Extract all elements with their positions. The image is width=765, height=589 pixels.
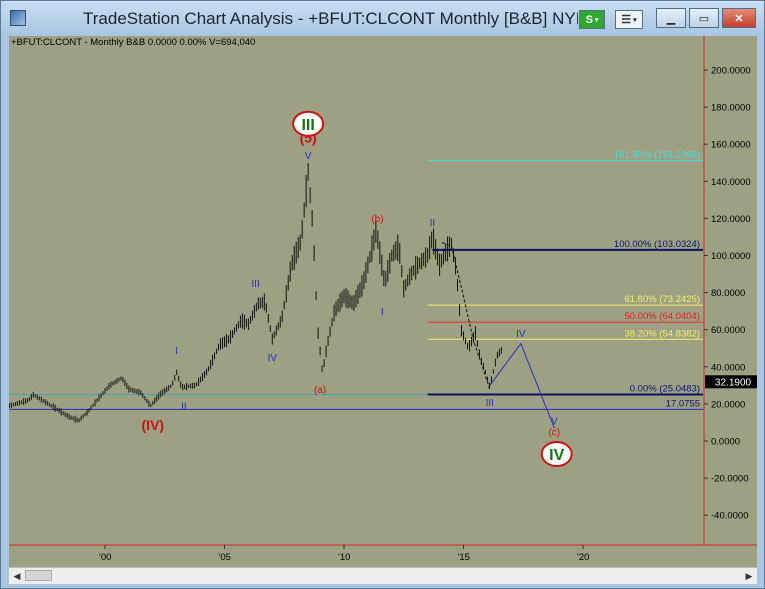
y-tick-label: 160.0000	[711, 140, 751, 151]
x-tick-label: '00	[99, 552, 111, 563]
chevron-down-icon: ▾	[594, 16, 599, 24]
last-price-label: 32.1900	[715, 377, 752, 388]
fib-level-label: 61.80% (73.2425)	[624, 294, 700, 305]
menu-button[interactable]: ☰ ▾	[615, 10, 643, 29]
maximize-button[interactable]: ▭	[689, 8, 719, 28]
y-tick-label: 100.0000	[711, 251, 751, 262]
circled-wave-label: IV	[549, 447, 564, 464]
wave-circle-marker	[540, 440, 573, 467]
study-value: 0.0000	[147, 37, 177, 48]
scroll-right-icon[interactable]: ▶	[745, 571, 753, 581]
study-pct: 0.00%	[179, 37, 207, 48]
wave-label: V	[551, 416, 558, 427]
scroll-thumb[interactable]	[25, 570, 52, 581]
fib-level-label: 50.00% (64.0404)	[624, 311, 700, 322]
chart-area[interactable]	[9, 36, 757, 567]
x-tick-label: '05	[219, 552, 231, 563]
wave-label: I	[381, 307, 384, 318]
wave-label: II	[181, 401, 187, 412]
close-button[interactable]: ✕	[722, 8, 756, 28]
symbol-text: +BFUT:CLCONT - Monthly	[11, 37, 124, 48]
y-tick-label: 140.0000	[711, 177, 751, 188]
fib-level-label: 0.00% (25.0483)	[630, 384, 700, 395]
title-bar[interactable]: TradeStation Chart Analysis - +BFUT:CLCO…	[1, 1, 764, 35]
y-tick-label: 20.0000	[711, 399, 745, 410]
horizontal-scrollbar[interactable]: ◀ ▶	[9, 567, 757, 584]
y-tick-label: 180.0000	[711, 103, 751, 114]
wave-label: V	[305, 151, 312, 162]
x-tick-label: '20	[577, 552, 589, 563]
y-tick-label: 0.0000	[711, 437, 740, 448]
minimize-button[interactable]: ▁	[656, 8, 686, 28]
volume-text: V=694,040	[209, 37, 256, 48]
y-tick-label: -20.0000	[711, 474, 749, 485]
fib-level-label: 161.80% (151.2268)	[614, 149, 700, 160]
symbol-info: +BFUT:CLCONT - Monthly B&B 0.0000 0.00% …	[11, 37, 255, 48]
wave-label: III	[251, 279, 259, 290]
chevron-down-icon: ▾	[633, 16, 637, 24]
y-tick-label: 80.0000	[711, 288, 745, 299]
wave-label: IV	[268, 353, 278, 364]
study-text: B&B	[126, 37, 146, 48]
app-icon[interactable]	[10, 10, 26, 26]
wave-circle-marker	[292, 110, 325, 137]
y-tick-label: -40.0000	[711, 511, 749, 522]
y-tick-label: 120.0000	[711, 214, 751, 225]
window-title: TradeStation Chart Analysis - +BFUT:CLCO…	[83, 9, 578, 28]
x-tick-label: '10	[338, 552, 350, 563]
fib-level-label: 17.0755	[666, 398, 700, 409]
y-tick-label: 60.0000	[711, 325, 745, 336]
minimize-icon: ▁	[666, 12, 676, 25]
y-tick-label: 200.0000	[711, 66, 751, 77]
fib-level-label: 38.20% (54.8382)	[624, 328, 700, 339]
s-button[interactable]: S ▾	[579, 10, 605, 29]
wave-label: IV	[516, 329, 526, 340]
wave-label: II	[430, 218, 436, 229]
last-price-tag	[705, 375, 757, 389]
wave-label: (b)	[371, 214, 383, 225]
close-icon: ✕	[734, 12, 744, 25]
wave-label: (c)	[548, 427, 560, 438]
circled-wave-label: III	[301, 117, 314, 134]
menu-lines-icon: ☰	[621, 14, 632, 26]
price-chart[interactable]: 200.0000 180.0000 160.0000 140.0000 120.0000…	[9, 36, 757, 567]
wave-label: (IV)	[142, 417, 165, 433]
wave-label: (a)	[314, 385, 326, 396]
maximize-icon: ▭	[698, 12, 710, 25]
fib-level-label: 100.00% (103.0324)	[614, 239, 700, 250]
y-tick-label: 40.0000	[711, 362, 745, 373]
wave-label: I	[175, 346, 178, 357]
scroll-left-icon[interactable]: ◀	[13, 571, 21, 581]
s-button-label: S	[585, 13, 593, 26]
x-tick-label: '15	[458, 552, 470, 563]
dashed-wave-path	[441, 242, 491, 390]
wave-label: III	[486, 398, 494, 409]
projection-wave-path	[489, 342, 555, 429]
